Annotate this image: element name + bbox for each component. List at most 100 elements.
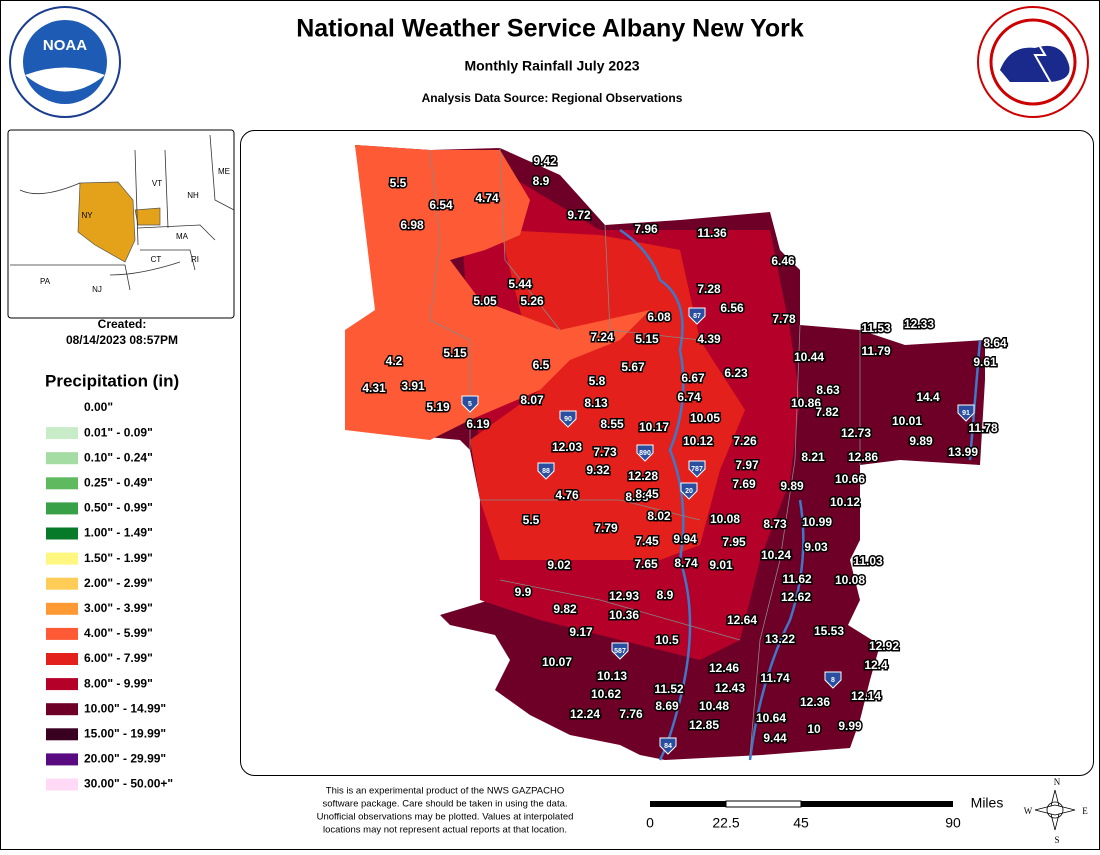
title: National Weather Service Albany New York [296,15,804,43]
station-value: 9.32 [586,463,610,477]
station-value: 9.89 [780,479,804,493]
legend-label: 1.50" - 1.99" [84,551,153,565]
shield [824,671,842,689]
compass-letter: S [1054,835,1059,845]
station-value: 4.74 [475,191,499,205]
station-value: 11.53 [861,321,891,335]
station-value: 5.5 [390,176,407,190]
legend-swatch [46,452,78,465]
station-value: 9.72 [567,208,591,222]
stations: 9.42 8.9 5.5 6.54 4.74 6.98 9.72 7.96 11.36 6.46 5… [361,153,1009,747]
shield [957,404,975,422]
compass: N E S W [1024,777,1089,845]
inset-map: ME VT NH NY MA CT RI PA NJ [7,129,235,319]
footer-note: software package. Care should be taken i… [322,799,567,810]
legend-label: 0.25" - 0.49" [84,475,153,489]
station-value: 6.98 [400,218,424,232]
legend-swatch [46,602,78,615]
station-value: 12.86 [848,450,878,464]
station-value: 9.99 [838,719,862,733]
station-value: 5.5 [523,513,540,527]
station-value: 10.86 [791,396,821,410]
station-value: 7.24 [590,330,614,344]
created-label: Created: [98,317,147,331]
footer: This is an experimental product of the N… [317,786,574,836]
county-lines [429,147,861,756]
footer-note: This is an experimental product of the N… [326,786,564,797]
station-value: 7.96 [634,222,658,236]
station-value: 6.19 [466,417,490,431]
station-value: 8.13 [584,396,608,410]
shield [688,307,706,325]
shield-number: 8 [831,677,835,684]
footer-note: Unofficial observations may be plotted. … [317,812,574,823]
station-value: 12.14 [851,689,881,703]
inset-label: ME [218,167,230,176]
station-value: 8.74 [674,556,698,570]
station-value: 11.79 [861,344,891,358]
station-value: 12.33 [904,317,934,331]
station-value: 5.26 [520,294,544,308]
legend-swatch [46,427,78,440]
station-value: 10.08 [710,512,740,526]
station-value: 10.36 [609,608,639,622]
station-value: 9.42 [533,154,557,168]
legend-label: 3.00" - 3.99" [84,601,153,615]
inset-label: NH [187,191,199,200]
legend-swatch [46,502,78,515]
station-value: 12.64 [727,613,757,627]
station-value: 8.64 [983,336,1007,350]
station-value: 11.03 [853,554,883,568]
shield-number: 90 [564,416,572,423]
station-value: 12.46 [709,661,739,675]
station-value: 10.07 [542,655,572,669]
shield [680,482,698,500]
station-value: 12.43 [715,681,745,695]
legend-swatch [46,653,78,665]
station-value: 12.24 [570,707,600,721]
station-value: 5.8 [589,374,606,388]
legend-swatch [46,477,78,490]
station-value: 6.54 [429,198,453,212]
shield [688,460,706,478]
station-value: 5.15 [635,332,659,346]
shield [537,462,555,480]
inset-label: PA [40,277,51,286]
station-value: 7.45 [635,534,659,548]
station-value: 7.97 [735,458,759,472]
legend-label: 20.00" - 29.99" [84,752,166,766]
station-value: 10.64 [756,711,786,725]
station-value: 4.31 [362,381,386,395]
legend-label: 10.00" - 14.99" [84,701,166,715]
station-value: 10.62 [591,687,621,701]
station-value: 8.69 [655,699,679,713]
station-value: 11.74 [760,671,790,685]
station-value: 10.08 [835,573,865,587]
station-value: 5.15 [443,346,467,360]
created-time: 08/14/2023 08:57PM [66,333,178,347]
inset-label: RI [191,255,199,264]
scale-tick: 22.5 [712,815,739,831]
rivers [619,228,982,761]
station-value: 10.12 [830,495,860,509]
station-value: 6.23 [724,366,748,380]
station-value: 9.89 [909,434,933,448]
shield-number: 5 [468,401,472,408]
station-value: 5.19 [426,400,450,414]
scale-tick: 0 [646,815,654,831]
station-value: 10.01 [892,414,922,428]
station-value: 13.99 [948,445,978,459]
station-value: 4.39 [697,332,721,346]
legend-swatch [46,753,78,766]
station-value: 8.45 [635,487,659,501]
legend-label: 0.50" - 0.99" [84,501,153,515]
station-value: 7.78 [772,312,796,326]
shield-number: 84 [664,743,672,750]
station-value: 9.03 [804,540,828,554]
station-value: 4.2 [386,354,403,368]
station-value: 8.63 [816,383,840,397]
scale-tick: 45 [793,815,809,831]
legend-label: 4.00" - 5.99" [84,626,153,640]
station-value: 7.28 [697,282,721,296]
station-value: 8.02 [647,509,671,523]
